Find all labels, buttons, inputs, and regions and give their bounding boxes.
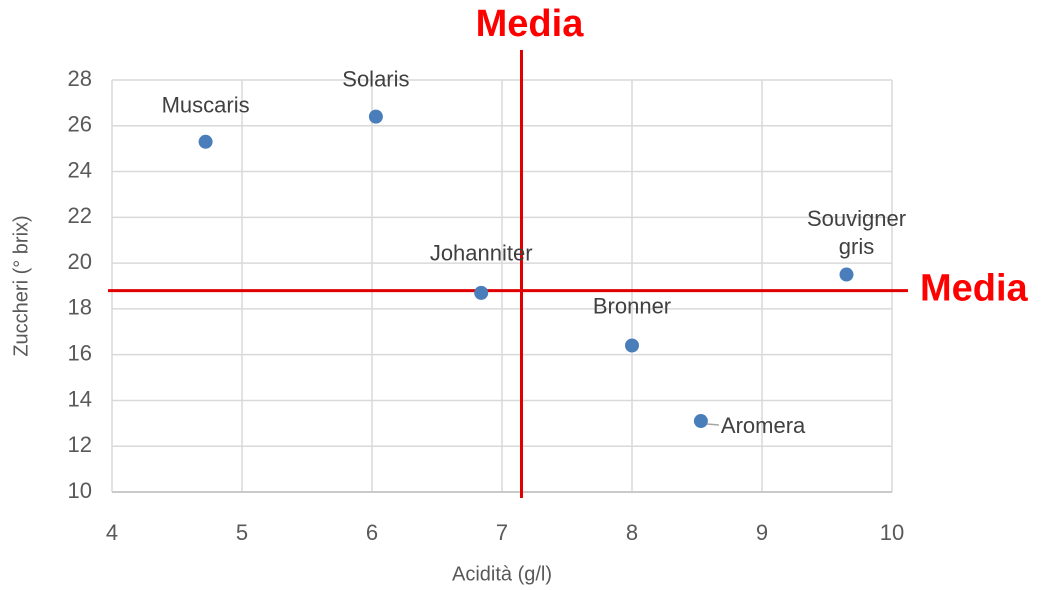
point bbox=[368, 109, 383, 124]
y-tick-label: 24 bbox=[68, 157, 92, 182]
mean-label: Media bbox=[476, 3, 585, 45]
x-tick-label: 6 bbox=[366, 520, 378, 545]
point bbox=[839, 267, 854, 282]
x-tick-label: 7 bbox=[496, 520, 508, 545]
point-label: Solaris bbox=[342, 66, 409, 91]
y-tick-label: 20 bbox=[68, 249, 92, 274]
x-tick-label: 8 bbox=[626, 520, 638, 545]
point bbox=[693, 414, 708, 429]
y-tick-label: 16 bbox=[68, 340, 92, 365]
leader-line bbox=[706, 423, 719, 426]
point-label: Souvigner gris bbox=[806, 205, 907, 259]
x-tick-label: 4 bbox=[106, 520, 118, 545]
x-tick-label: 9 bbox=[756, 520, 768, 545]
y-axis-title: Zuccheri (° brix) bbox=[10, 215, 32, 356]
mean-label: Media bbox=[920, 268, 1029, 310]
y-tick-label: 14 bbox=[68, 386, 92, 411]
x-tick-label: 5 bbox=[236, 520, 248, 545]
y-tick-label: 10 bbox=[68, 478, 92, 503]
point bbox=[625, 338, 639, 353]
y-tick-label: 26 bbox=[68, 112, 92, 137]
y-tick-label: 22 bbox=[68, 203, 92, 228]
point bbox=[474, 285, 489, 300]
x-axis-title: Acidità (g/l) bbox=[452, 563, 552, 585]
point-label-box: Souvigner gris bbox=[806, 205, 907, 259]
y-tick-label: 28 bbox=[68, 66, 92, 91]
point-label: Johanniter bbox=[430, 241, 533, 266]
x-tick-label: 10 bbox=[880, 520, 904, 545]
y-tick-label: 18 bbox=[68, 295, 92, 320]
point-label: Muscaris bbox=[162, 93, 250, 118]
point bbox=[198, 134, 213, 149]
point-label: Aromera bbox=[721, 413, 806, 438]
y-tick-label: 12 bbox=[68, 432, 92, 457]
point-label: Bronner bbox=[593, 293, 671, 318]
